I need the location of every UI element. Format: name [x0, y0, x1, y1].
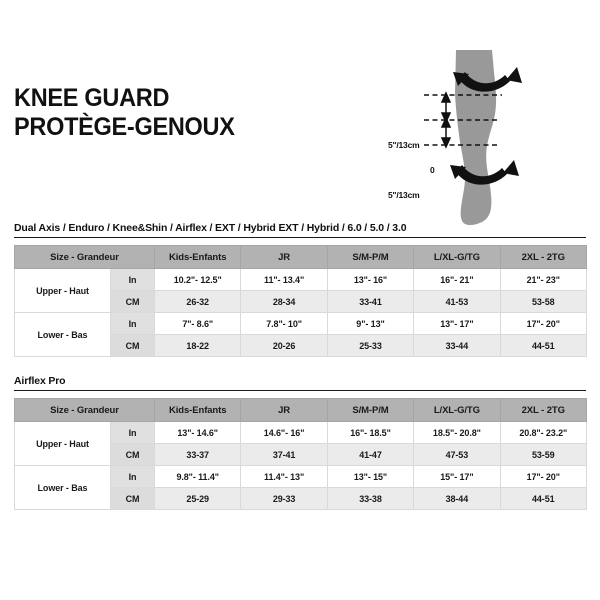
- unit-cell-in: In: [110, 421, 155, 444]
- cell-value: 13"- 14.6": [153, 421, 242, 444]
- cell-value: 33-37: [153, 443, 242, 466]
- cell-value: 7.8"- 10": [240, 312, 328, 335]
- table-header-row: Size - Grandeur Kids-Enfants JR S/M-P/M …: [14, 398, 587, 422]
- unit-cell-in: In: [110, 465, 155, 488]
- upper-circumference-arrow: [453, 67, 522, 92]
- cell-value: 15"- 17": [413, 465, 501, 488]
- row-label-upper: Upper - Haut: [14, 268, 111, 313]
- cell-value: 37-41: [240, 443, 328, 466]
- sizing-table-1-wrap: Dual Axis / Enduro / Knee&Shin / Airflex…: [14, 222, 587, 357]
- diagram-label-top: 5"/13cm: [388, 140, 420, 150]
- header-lxl: L/XL-G/TG: [413, 398, 501, 422]
- cell-value: 9"- 13": [326, 312, 415, 335]
- header-sm: S/M-P/M: [326, 245, 415, 269]
- sizing-table-2-wrap: Airflex Pro Size - Grandeur Kids-Enfants…: [14, 375, 587, 510]
- sizing-table-2-caption: Airflex Pro: [14, 375, 586, 391]
- cell-value: 47-53: [413, 443, 501, 466]
- cell-value: 16"- 21": [413, 268, 501, 291]
- cell-value: 25-29: [153, 487, 242, 510]
- cell-value: 29-33: [240, 487, 328, 510]
- page-title-english: KNEE GUARD: [14, 84, 170, 112]
- row-label-upper: Upper - Haut: [14, 421, 111, 466]
- cell-value: 18.5"- 20.8": [413, 421, 501, 444]
- page-title: KNEE GUARD PROTÈGE-GENOUX: [14, 84, 249, 142]
- sizing-table-2: Size - Grandeur Kids-Enfants JR S/M-P/M …: [14, 398, 587, 510]
- header-kids: Kids-Enfants: [153, 245, 242, 269]
- cell-value: 11"- 13.4": [240, 268, 328, 291]
- cell-value: 33-41: [326, 290, 415, 313]
- cell-value: 44-51: [499, 334, 587, 357]
- unit-cell-in: In: [110, 312, 155, 335]
- table-row: Lower - Bas In 7"- 8.6" 7.8"- 10" 9"- 13…: [14, 312, 587, 357]
- cell-value: 21"- 23": [499, 268, 587, 291]
- cell-value: 11.4"- 13": [240, 465, 328, 488]
- header-jr: JR: [240, 245, 328, 269]
- cell-value: 16"- 18.5": [326, 421, 415, 444]
- row-label-lower: Lower - Bas: [14, 465, 111, 510]
- cell-value: 13"- 17": [413, 312, 501, 335]
- table-row: CM 26-32 28-34 33-41 41-53 53-58: [15, 290, 587, 313]
- table-row: Upper - Haut In 13"- 14.6" 14.6"- 16" 16…: [14, 421, 587, 466]
- cell-value: 20.8"- 23.2": [499, 421, 587, 444]
- unit-cell-cm: CM: [110, 290, 155, 313]
- cell-value: 7"- 8.6": [153, 312, 242, 335]
- cell-value: 33-44: [413, 334, 501, 357]
- reference-dashed-lines: [424, 94, 502, 146]
- lower-circumference-arrow: [450, 160, 519, 185]
- cell-value: 41-53: [413, 290, 501, 313]
- cell-value: 14.6"- 16": [240, 421, 328, 444]
- cell-value: 20-26: [240, 334, 328, 357]
- unit-cell-cm: CM: [110, 334, 155, 357]
- table-row: Lower - Bas In 9.8"- 11.4" 11.4"- 13" 13…: [14, 465, 587, 510]
- vertical-measure-bar: [440, 91, 452, 149]
- unit-cell-cm: CM: [110, 487, 155, 510]
- diagram-label-bottom: 5"/13cm: [388, 190, 420, 200]
- cell-value: 53-59: [499, 443, 587, 466]
- cell-value: 33-38: [326, 487, 415, 510]
- table-row: CM 25-29 29-33 33-38 38-44 44-51: [15, 487, 587, 510]
- row-label-lower: Lower - Bas: [14, 312, 111, 357]
- header-2xl: 2XL - 2TG: [499, 245, 587, 269]
- header-sm: S/M-P/M: [326, 398, 415, 422]
- cell-value: 9.8"- 11.4": [153, 465, 242, 488]
- header-lxl: L/XL-G/TG: [413, 245, 501, 269]
- leg-diagram-svg: [424, 50, 522, 226]
- cell-value: 41-47: [326, 443, 415, 466]
- cell-value: 17"- 20": [499, 312, 587, 335]
- header-2xl: 2XL - 2TG: [499, 398, 587, 422]
- cell-value: 17"- 20": [499, 465, 587, 488]
- cell-value: 38-44: [413, 487, 501, 510]
- unit-cell-cm: CM: [110, 443, 155, 466]
- cell-value: 10.2"- 12.5": [153, 268, 242, 291]
- cell-value: 26-32: [153, 290, 242, 313]
- header-size-grandeur: Size - Grandeur: [14, 245, 155, 269]
- header-jr: JR: [240, 398, 328, 422]
- sizing-table-1-caption: Dual Axis / Enduro / Knee&Shin / Airflex…: [14, 222, 586, 238]
- cell-value: 44-51: [499, 487, 587, 510]
- unit-cell-in: In: [110, 268, 155, 291]
- table-row: CM 18-22 20-26 25-33 33-44 44-51: [15, 334, 587, 357]
- cell-value: 13"- 15": [326, 465, 415, 488]
- cell-value: 28-34: [240, 290, 328, 313]
- leg-measurement-diagram: 5"/13cm 0 5"/13cm: [370, 50, 585, 230]
- page-title-french: PROTÈGE-GENOUX: [14, 113, 235, 141]
- cell-value: 53-58: [499, 290, 587, 313]
- cell-value: 13"- 16": [326, 268, 415, 291]
- sizing-table-1: Size - Grandeur Kids-Enfants JR S/M-P/M …: [14, 245, 587, 357]
- table-row: Upper - Haut In 10.2"- 12.5" 11"- 13.4" …: [14, 268, 587, 313]
- header-kids: Kids-Enfants: [153, 398, 242, 422]
- diagram-label-center: 0: [430, 165, 435, 175]
- table-header-row: Size - Grandeur Kids-Enfants JR S/M-P/M …: [14, 245, 587, 269]
- cell-value: 18-22: [153, 334, 242, 357]
- header-size-grandeur: Size - Grandeur: [14, 398, 155, 422]
- cell-value: 25-33: [326, 334, 415, 357]
